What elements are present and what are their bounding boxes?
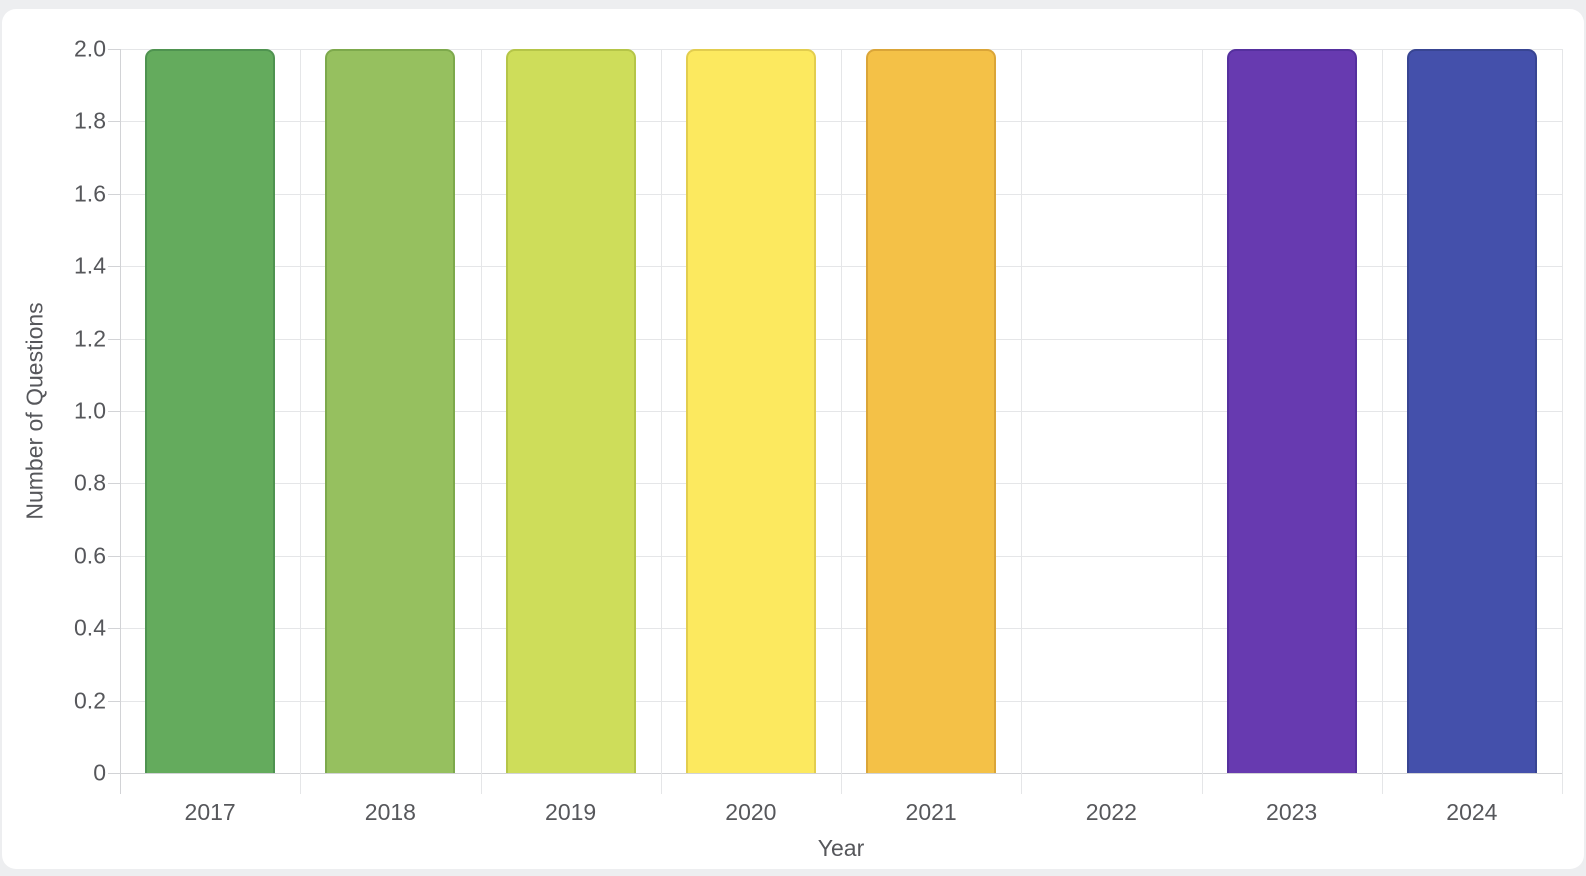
y-tick-mark <box>108 338 120 340</box>
x-tick-label: 2017 <box>184 799 236 825</box>
v-gridline <box>1021 49 1023 794</box>
y-tick-label: 2.0 <box>74 35 106 62</box>
x-tick-label: 2022 <box>1085 799 1137 825</box>
x-tick-label: 2020 <box>725 799 777 825</box>
bar-2019[interactable] <box>505 49 636 773</box>
y-tick-label: 1.8 <box>74 107 106 134</box>
x-tick-label: 2024 <box>1446 799 1498 825</box>
x-tick-label: 2023 <box>1266 799 1318 825</box>
y-tick-mark <box>108 411 120 412</box>
v-gridline <box>1562 49 1563 794</box>
y-tick-mark <box>108 49 120 50</box>
y-tick-label: 0.6 <box>74 542 106 569</box>
bar-chart-canvas[interactable]: Number of Questions Year 2.0 1.8 1.6 1.4 1.2… <box>2 9 1584 869</box>
v-gridline <box>480 49 482 794</box>
bar-2024[interactable] <box>1406 49 1537 773</box>
bar-2018[interactable] <box>325 49 456 773</box>
y-tick-mark <box>108 266 120 268</box>
bar-2021[interactable] <box>866 49 997 773</box>
x-tick-label: 2018 <box>364 799 416 825</box>
bar-2023[interactable] <box>1226 49 1357 773</box>
y-tick-label: 0 <box>93 759 106 786</box>
v-gridline <box>660 49 662 794</box>
y-tick-mark <box>108 121 120 123</box>
y-tick-label: 1.0 <box>74 397 106 424</box>
x-axis-title: Year <box>817 835 865 861</box>
y-tick-mark <box>108 628 120 630</box>
y-tick-mark <box>108 555 120 557</box>
v-gridline <box>841 49 842 794</box>
v-gridline <box>1381 49 1383 794</box>
y-tick-label: 0.8 <box>74 469 106 496</box>
x-tick-label: 2021 <box>905 799 957 825</box>
y-tick-mark <box>108 700 120 702</box>
y-tick-label: 0.2 <box>74 687 106 714</box>
x-tick-label: 2019 <box>545 799 597 825</box>
y-tick-label: 0.4 <box>74 614 106 641</box>
y-tick-mark <box>108 193 120 195</box>
y-tick-mark <box>108 483 120 485</box>
v-gridline <box>300 49 302 794</box>
y-tick-label: 1.6 <box>74 180 106 207</box>
y-tick-label: 1.4 <box>74 252 106 279</box>
chart-card: Number of Questions Year 2.0 1.8 1.6 1.4 1.2… <box>2 9 1584 869</box>
v-gridline <box>120 49 121 794</box>
bar-2017[interactable] <box>145 49 276 773</box>
v-gridline <box>1201 49 1203 794</box>
bar-2020[interactable] <box>685 49 816 773</box>
y-tick-mark <box>108 773 120 774</box>
y-tick-label: 1.2 <box>74 325 106 352</box>
